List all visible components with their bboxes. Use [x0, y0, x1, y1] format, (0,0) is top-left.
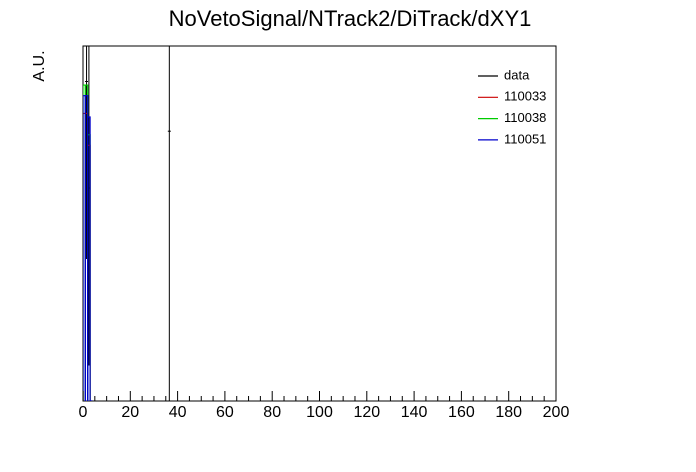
frame: [82, 45, 557, 402]
x-tick-label: 120: [353, 404, 380, 421]
x-tick-label: 180: [495, 404, 522, 421]
x-tick-label: 200: [543, 404, 570, 421]
x-tick-label: 160: [448, 404, 475, 421]
x-tick-label: 140: [401, 404, 428, 421]
x-tick-label: 40: [169, 404, 187, 421]
legend-label: 110038: [504, 110, 546, 125]
histogram-bin: [87, 116, 91, 401]
x-tick-label: 20: [121, 404, 139, 421]
legend-label: 110051: [504, 131, 546, 146]
y-axis-label: A.U.: [31, 50, 48, 81]
legend-label: data: [504, 67, 530, 82]
chart-title: NoVetoSignal/NTrack2/DiTrack/dXY1: [169, 6, 532, 31]
legend-label: 110033: [504, 89, 546, 104]
x-tick-label: 80: [263, 404, 281, 421]
x-tick-label: 60: [216, 404, 234, 421]
plot-area: [83, 46, 171, 401]
x-tick-label: 0: [79, 404, 88, 421]
x-tick-label: 100: [306, 404, 333, 421]
